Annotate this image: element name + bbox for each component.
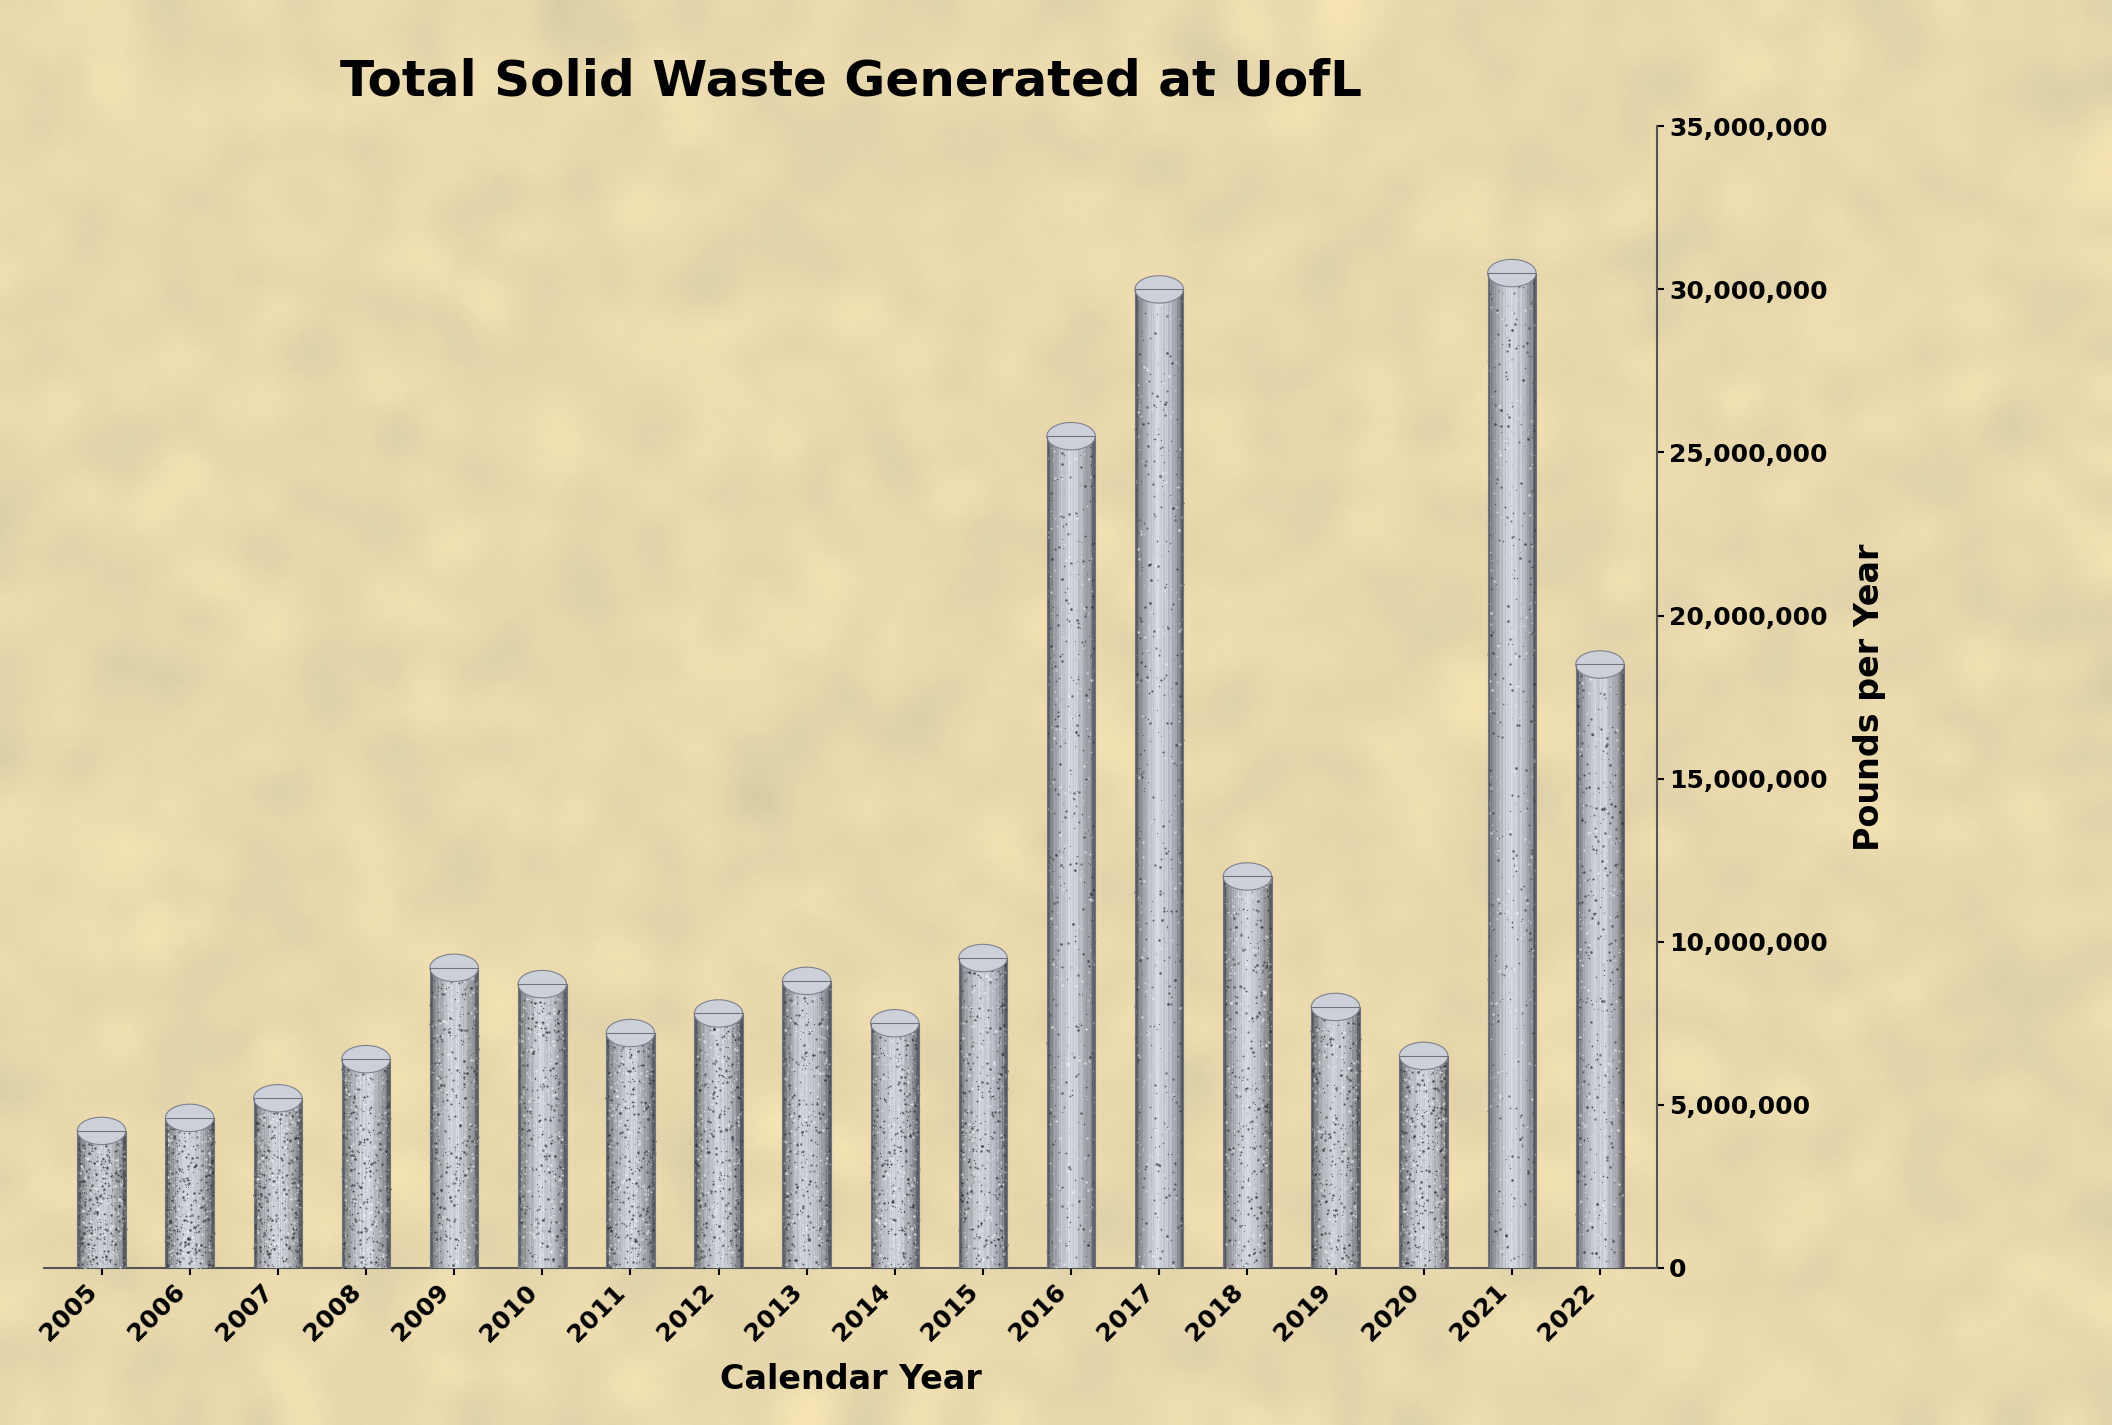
Bar <box>1312 1007 1314 1268</box>
Ellipse shape <box>870 1009 919 1037</box>
Bar <box>1092 436 1096 1268</box>
Bar <box>211 1117 213 1268</box>
Ellipse shape <box>781 968 830 995</box>
Ellipse shape <box>342 1046 391 1073</box>
Bar <box>165 1117 213 1268</box>
Bar <box>1576 664 1578 1268</box>
Bar <box>1181 289 1183 1268</box>
Bar <box>253 1099 256 1268</box>
Ellipse shape <box>517 970 566 997</box>
Bar <box>781 980 830 1268</box>
X-axis label: Calendar Year: Calendar Year <box>720 1362 982 1395</box>
Ellipse shape <box>606 1019 655 1047</box>
Bar <box>1400 1056 1402 1268</box>
Bar <box>606 1033 655 1268</box>
Bar <box>1134 289 1138 1268</box>
Bar <box>1223 876 1227 1268</box>
Bar <box>828 980 830 1268</box>
Ellipse shape <box>959 945 1007 972</box>
Bar <box>1487 274 1535 1268</box>
Bar <box>1005 958 1007 1268</box>
Ellipse shape <box>165 1104 213 1131</box>
Bar <box>342 1059 391 1268</box>
Bar <box>1533 274 1535 1268</box>
Bar <box>1048 436 1050 1268</box>
Ellipse shape <box>1223 862 1271 891</box>
Bar <box>959 958 961 1268</box>
Ellipse shape <box>78 1117 127 1144</box>
Bar <box>431 968 477 1268</box>
Y-axis label: Pounds per Year: Pounds per Year <box>1852 543 1886 851</box>
Bar <box>1312 1007 1360 1268</box>
Ellipse shape <box>695 1000 743 1027</box>
Bar <box>653 1033 655 1268</box>
Bar <box>1400 1056 1449 1268</box>
Bar <box>564 985 566 1268</box>
Ellipse shape <box>1400 1042 1449 1070</box>
Bar <box>78 1131 127 1268</box>
Bar <box>1269 876 1271 1268</box>
Bar <box>606 1033 608 1268</box>
Bar <box>870 1023 874 1268</box>
Bar <box>122 1131 127 1268</box>
Bar <box>517 985 522 1268</box>
Bar <box>1576 664 1624 1268</box>
Bar <box>870 1023 919 1268</box>
Bar <box>253 1099 302 1268</box>
Bar <box>959 958 1007 1268</box>
Bar <box>695 1013 697 1268</box>
Bar <box>1356 1007 1360 1268</box>
Bar <box>739 1013 743 1268</box>
Ellipse shape <box>1048 422 1096 450</box>
Ellipse shape <box>1487 259 1535 286</box>
Ellipse shape <box>431 955 477 982</box>
Bar <box>386 1059 391 1268</box>
Bar <box>1487 274 1491 1268</box>
Ellipse shape <box>1134 275 1183 304</box>
Ellipse shape <box>253 1084 302 1112</box>
Bar <box>1048 436 1096 1268</box>
Bar <box>475 968 477 1268</box>
Bar <box>1134 289 1183 1268</box>
Bar <box>1622 664 1624 1268</box>
Ellipse shape <box>1312 993 1360 1020</box>
Bar <box>917 1023 919 1268</box>
Bar <box>342 1059 344 1268</box>
Bar <box>1445 1056 1449 1268</box>
Title: Total Solid Waste Generated at UofL: Total Solid Waste Generated at UofL <box>340 58 1362 105</box>
Bar <box>300 1099 302 1268</box>
Bar <box>431 968 433 1268</box>
Bar <box>781 980 786 1268</box>
Bar <box>78 1131 80 1268</box>
Bar <box>695 1013 743 1268</box>
Bar <box>517 985 566 1268</box>
Bar <box>1223 876 1271 1268</box>
Ellipse shape <box>1576 651 1624 678</box>
Bar <box>165 1117 169 1268</box>
